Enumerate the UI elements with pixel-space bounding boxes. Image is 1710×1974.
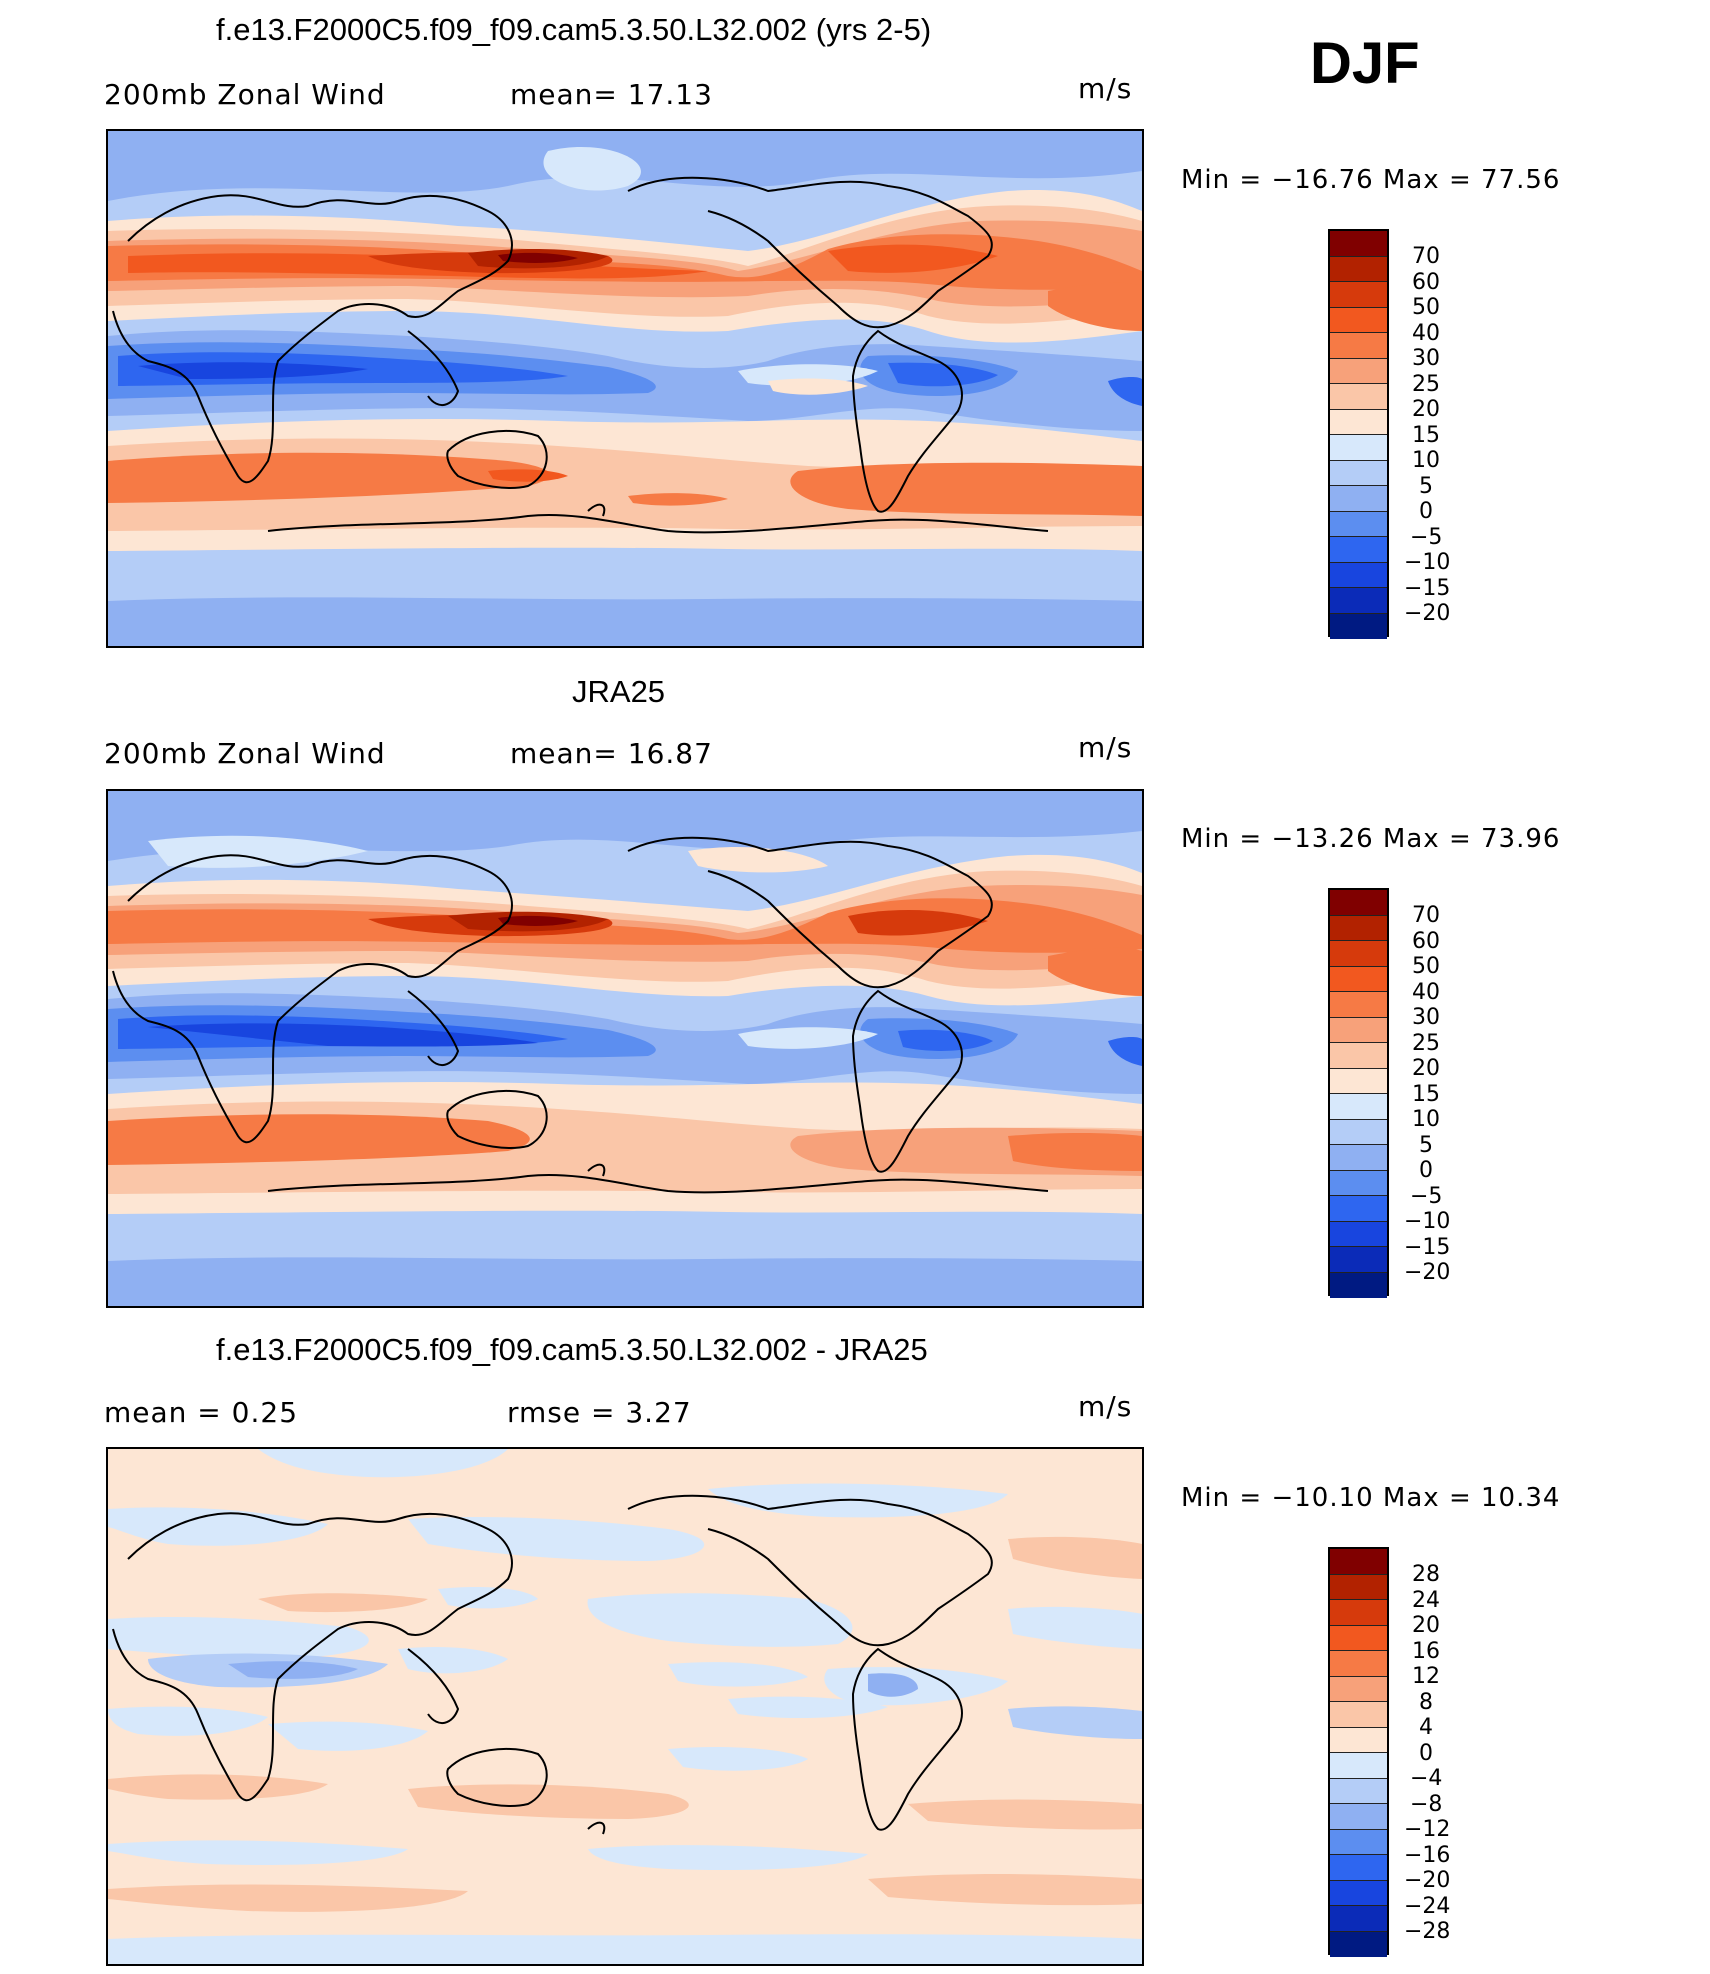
panel1-units: m/s — [1078, 72, 1133, 105]
cb3-label: 4 — [1419, 1715, 1433, 1740]
panel2-map — [106, 789, 1144, 1308]
cb1-label: 0 — [1419, 499, 1433, 524]
cb3-label: −28 — [1404, 1919, 1451, 1944]
panel3-rmse: rmse = 3.27 — [507, 1396, 692, 1429]
cb3-label: 8 — [1419, 1690, 1433, 1715]
season-label: DJF — [1310, 31, 1420, 96]
panel3-title: f.e13.F2000C5.f09_f09.cam5.3.50.L32.002 … — [216, 1332, 928, 1367]
cb2-label: 20 — [1412, 1056, 1440, 1081]
panel3-map — [106, 1447, 1144, 1966]
cb3-label: 0 — [1419, 1741, 1433, 1766]
cb2-label: −20 — [1404, 1260, 1451, 1285]
cb2-label: 60 — [1412, 929, 1440, 954]
panel1-field-label: 200mb Zonal Wind — [104, 78, 386, 111]
cb1-label: 60 — [1412, 270, 1440, 295]
cb1-label: 50 — [1412, 295, 1440, 320]
cb3-label: 12 — [1412, 1664, 1440, 1689]
cb2-label: −10 — [1404, 1209, 1451, 1234]
cb2-label: 25 — [1412, 1031, 1440, 1056]
panel1-mean: mean= 17.13 — [510, 78, 713, 111]
cb1-label: 30 — [1412, 346, 1440, 371]
panel3-mean: mean = 0.25 — [104, 1396, 299, 1429]
cb1-label: 10 — [1412, 448, 1440, 473]
cb1-label: −15 — [1404, 576, 1451, 601]
cb1-label: 25 — [1412, 372, 1440, 397]
cb2-label: 40 — [1412, 980, 1440, 1005]
panel2-title: JRA25 — [572, 674, 666, 709]
cb1-label: 15 — [1412, 423, 1440, 448]
cb3-label: −8 — [1410, 1792, 1443, 1817]
cb2-label: 15 — [1412, 1082, 1440, 1107]
cb1-label: −5 — [1410, 525, 1443, 550]
panel1-map — [106, 129, 1144, 648]
cb3-label: −4 — [1410, 1766, 1443, 1791]
cb2-label: −5 — [1410, 1184, 1443, 1209]
cb2-label: 0 — [1419, 1158, 1433, 1183]
cb2-label: 30 — [1412, 1005, 1440, 1030]
panel2-colorbar — [1328, 888, 1389, 1298]
cb1-label: 20 — [1412, 397, 1440, 422]
panel2-minmax: Min = −13.26 Max = 73.96 — [1181, 824, 1561, 854]
cb1-label: 5 — [1419, 474, 1433, 499]
cb3-label: −20 — [1404, 1868, 1451, 1893]
cb1-label: −10 — [1404, 550, 1451, 575]
panel3-units: m/s — [1078, 1390, 1133, 1423]
cb2-label: 5 — [1419, 1133, 1433, 1158]
cb2-label: −15 — [1404, 1235, 1451, 1260]
cb1-label: 70 — [1412, 244, 1440, 269]
cb3-label: 28 — [1412, 1562, 1440, 1587]
cb2-label: 50 — [1412, 954, 1440, 979]
cb2-label: 10 — [1412, 1107, 1440, 1132]
panel2-units: m/s — [1078, 731, 1133, 764]
cb3-label: 20 — [1412, 1613, 1440, 1638]
panel3-colorbar — [1328, 1547, 1389, 1957]
cb3-label: −12 — [1404, 1817, 1451, 1842]
cb1-label: 40 — [1412, 321, 1440, 346]
cb3-label: 24 — [1412, 1588, 1440, 1613]
panel2-field-label: 200mb Zonal Wind — [104, 737, 386, 770]
panel1-title: f.e13.F2000C5.f09_f09.cam5.3.50.L32.002 … — [216, 12, 932, 47]
cb1-label: −20 — [1404, 601, 1451, 626]
cb3-label: −16 — [1404, 1843, 1451, 1868]
panel2-mean: mean= 16.87 — [510, 737, 713, 770]
cb3-label: 16 — [1412, 1639, 1440, 1664]
cb3-label: −24 — [1404, 1894, 1451, 1919]
panel1-colorbar — [1328, 229, 1389, 639]
panel1-minmax: Min = −16.76 Max = 77.56 — [1181, 165, 1561, 195]
panel3-minmax: Min = −10.10 Max = 10.34 — [1181, 1483, 1561, 1513]
cb2-label: 70 — [1412, 903, 1440, 928]
